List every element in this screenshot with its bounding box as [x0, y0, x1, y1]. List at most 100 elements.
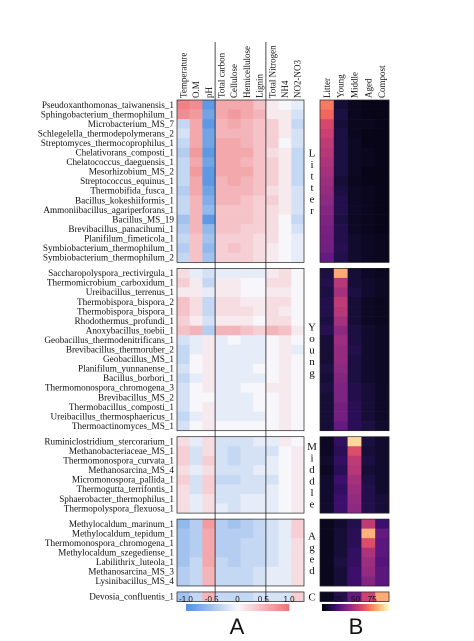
colorbar-b-segment	[353, 604, 356, 611]
cell-a	[265, 147, 279, 158]
column-header-a: NH4	[280, 80, 290, 98]
cell-b	[361, 519, 376, 529]
cell-a	[177, 128, 190, 139]
cell-a	[215, 233, 229, 244]
cell-b	[347, 252, 362, 263]
cell-b	[361, 306, 376, 317]
cell-b	[320, 277, 335, 288]
cell-b	[375, 147, 390, 158]
cell-a	[265, 503, 279, 514]
cell-a	[215, 455, 229, 466]
cell-b	[375, 214, 390, 225]
colorbar-a-segment	[227, 604, 231, 611]
cell-a	[240, 205, 254, 215]
cell-a	[227, 147, 241, 158]
cell-a	[240, 185, 254, 196]
cell-a	[215, 252, 229, 263]
cell-a	[253, 147, 267, 158]
cell-a	[189, 185, 203, 196]
cell-a	[253, 576, 267, 587]
cell-a	[202, 494, 216, 504]
cell-a	[253, 224, 267, 234]
cell-b	[361, 325, 376, 336]
cell-a	[253, 402, 267, 412]
cell-a	[189, 576, 203, 587]
cell-a	[240, 446, 254, 457]
cell-a	[177, 268, 190, 279]
cell-a	[278, 119, 292, 129]
cell-a	[227, 494, 241, 504]
panel-label-a: A	[230, 614, 245, 639]
cell-a	[253, 306, 267, 317]
cell-a	[291, 176, 305, 187]
group-label-letter: M	[307, 441, 317, 453]
cell-a	[240, 157, 254, 168]
cell-a	[202, 233, 216, 244]
cell-a	[278, 100, 292, 110]
cell-a	[177, 233, 190, 244]
cell-a	[265, 316, 279, 326]
cell-b	[320, 268, 335, 279]
cell-a	[253, 446, 267, 457]
cell-a	[215, 576, 229, 587]
cell-a	[265, 100, 279, 110]
cell-a	[265, 591, 279, 602]
cell-a	[291, 382, 305, 393]
cell-a	[227, 484, 241, 495]
cell-a	[177, 109, 190, 120]
cell-a	[227, 591, 241, 602]
cell-a	[202, 316, 216, 326]
cell-a	[227, 557, 241, 568]
cell-b	[320, 591, 335, 602]
cell-b	[375, 474, 390, 485]
cell-a	[291, 446, 305, 457]
cell-a	[278, 566, 292, 577]
cell-a	[265, 252, 279, 263]
taxon-label: Thermobacillus_composti_1	[69, 402, 175, 412]
cell-a	[215, 566, 229, 577]
cell-a	[291, 503, 305, 514]
group-frame-a	[176, 436, 305, 514]
cell-a	[202, 252, 216, 263]
column-header-b: Litter	[322, 78, 332, 98]
cell-b	[347, 128, 362, 139]
cell-b	[361, 344, 376, 355]
cell-a	[202, 566, 216, 577]
colorbar-a-segment	[191, 604, 195, 611]
cell-a	[227, 528, 241, 539]
cell-a	[240, 344, 254, 355]
cell-a	[227, 214, 241, 225]
cell-a	[202, 176, 216, 187]
cell-a	[265, 128, 279, 139]
cell-a	[189, 382, 203, 393]
cell-a	[202, 224, 216, 234]
taxon-label: Bacillus_kokeshiiformis_1	[75, 195, 174, 205]
cell-b	[333, 494, 348, 504]
cell-b	[347, 100, 362, 110]
cell-a	[253, 176, 267, 187]
group-label-letter: L	[309, 147, 316, 159]
cell-a	[291, 157, 305, 168]
cell-a	[291, 455, 305, 466]
cell-a	[215, 392, 229, 403]
cell-a	[189, 566, 203, 577]
cell-a	[240, 128, 254, 139]
cell-b	[361, 373, 376, 384]
cell-a	[278, 325, 292, 336]
cell-b	[375, 287, 390, 298]
cell-b	[375, 566, 390, 577]
cell-b	[333, 224, 348, 234]
cell-b	[320, 392, 335, 403]
cell-a	[265, 344, 279, 355]
cell-a	[291, 566, 305, 577]
cell-a	[189, 268, 203, 279]
cell-a	[202, 465, 216, 476]
cell-a	[278, 421, 292, 431]
cell-b	[333, 297, 348, 307]
cell-b	[375, 547, 390, 558]
cell-b	[375, 528, 390, 539]
colorbar-b-segment	[338, 604, 341, 611]
cell-b	[375, 166, 390, 177]
cell-b	[347, 205, 362, 215]
cell-b	[320, 147, 335, 158]
